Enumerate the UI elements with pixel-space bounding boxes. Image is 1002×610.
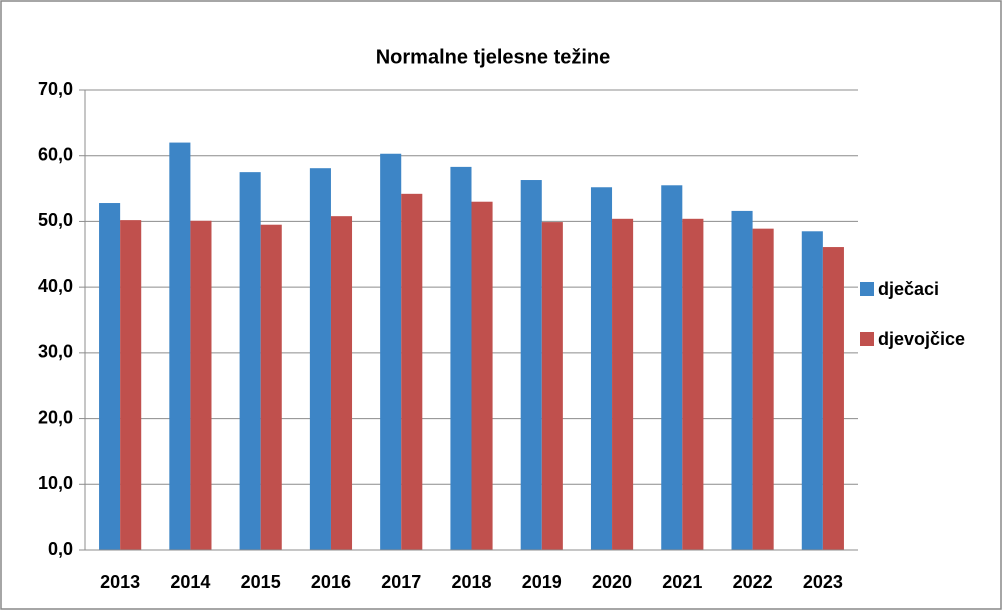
y-tick-label: 50,0 [38,210,73,230]
x-tick-label: 2021 [662,572,702,592]
y-tick-label: 70,0 [38,79,73,99]
bar [682,218,704,551]
bar [822,247,844,551]
bar [661,185,683,551]
x-tick-label: 2013 [100,572,140,592]
legend-label: djevojčice [878,329,965,349]
bar [401,193,423,551]
bar [801,231,823,551]
x-tick-label: 2015 [241,572,281,592]
y-tick-label: 60,0 [38,144,73,164]
y-tick-label: 0,0 [48,539,73,559]
y-tick-label: 30,0 [38,342,73,362]
bar [120,220,142,550]
bar [169,142,191,551]
x-tick-label: 2014 [170,572,210,592]
bar [380,153,402,550]
legend-label: dječaci [878,279,939,299]
y-tick-label: 10,0 [38,473,73,493]
bar [309,168,331,550]
bar [99,203,121,550]
y-tick-label: 40,0 [38,276,73,296]
bar [190,220,212,550]
bar [471,201,493,550]
bar [752,228,774,550]
y-tick-label: 20,0 [38,407,73,427]
bar [330,216,353,550]
x-tick-label: 2019 [522,572,562,592]
bar [450,166,472,550]
x-tick-label: 2020 [592,572,632,592]
legend-swatch [860,282,874,296]
bar [260,224,282,550]
x-tick-label: 2023 [803,572,843,592]
bar [731,210,753,550]
legend-swatch [860,332,874,346]
bar [541,222,563,551]
x-tick-label: 2017 [381,572,421,592]
x-tick-label: 2016 [311,572,351,592]
bar [520,180,542,550]
chart-title: Normalne tjelesne težine [376,46,611,68]
x-tick-label: 2018 [451,572,491,592]
bar [239,172,261,550]
x-tick-label: 2022 [733,572,773,592]
bar [612,218,634,551]
bar [590,187,613,550]
